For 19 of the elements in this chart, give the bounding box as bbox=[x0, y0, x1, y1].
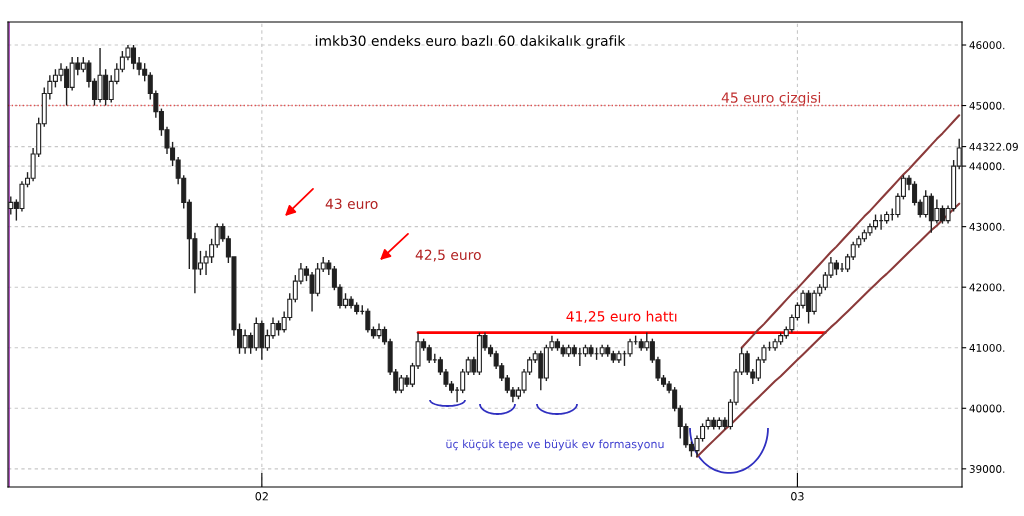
y-tick-label: 39000. bbox=[969, 465, 1005, 473]
y-tick-label: 44322.09 bbox=[969, 142, 1018, 151]
x-tick-label: 03 bbox=[791, 492, 804, 501]
line-series bbox=[695, 202, 961, 458]
y-tick-label: 45000. bbox=[969, 101, 1005, 110]
series-label: 41,25 euro hattı bbox=[566, 310, 677, 323]
y-tick-label: 46000. bbox=[969, 41, 1005, 50]
annotation: üç küçük tepe ve büyük ev formasyonu bbox=[446, 439, 664, 451]
y-tick-label: 41000. bbox=[969, 343, 1005, 352]
x-tick-label: 02 bbox=[255, 492, 268, 501]
y-tick-label: 42000. bbox=[969, 283, 1005, 292]
annotation: 43 euro bbox=[325, 198, 378, 210]
line-series bbox=[740, 114, 961, 349]
y-tick-label: 44000. bbox=[969, 162, 1005, 171]
y-tick-label: 43000. bbox=[969, 222, 1005, 231]
ref-line-label: 45 euro çizgisi bbox=[721, 92, 821, 106]
annotation: 42,5 euro bbox=[415, 249, 481, 262]
y-tick-label: 40000. bbox=[969, 404, 1005, 413]
text: imkb30 endeks euro bazlı 60 dakikalık grafik bbox=[315, 35, 626, 49]
